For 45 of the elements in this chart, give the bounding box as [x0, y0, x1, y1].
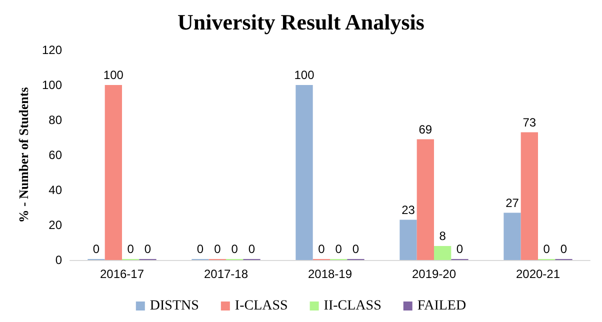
- data-label: 69: [418, 122, 432, 136]
- legend-label: DISTNS: [150, 298, 199, 314]
- y-tick-label: 80: [48, 113, 62, 127]
- chart-title: University Result Analysis: [178, 10, 425, 34]
- y-axis-title: % - Number of Students: [16, 87, 31, 223]
- y-tick-label: 100: [42, 78, 62, 92]
- bar: [400, 220, 417, 260]
- bar: [434, 246, 452, 260]
- x-tick-label: 2016-17: [100, 267, 144, 281]
- data-label: 0: [352, 242, 360, 256]
- x-tick-label: 2017-18: [204, 267, 248, 281]
- data-label: 73: [522, 115, 536, 130]
- data-label: 0: [318, 242, 326, 256]
- bar: [416, 139, 434, 260]
- x-tick-label: 2018-19: [308, 267, 352, 281]
- data-label: 100: [103, 68, 124, 82]
- bar: [504, 212, 521, 260]
- bar: [104, 85, 122, 260]
- data-label: 0: [335, 242, 342, 256]
- data-label: 0: [144, 242, 152, 256]
- legend-label: FAILED: [417, 298, 466, 314]
- data-label: 0: [196, 242, 204, 256]
- data-label: 0: [560, 242, 568, 256]
- data-label: 27: [506, 196, 520, 210]
- y-tick-label: 60: [48, 148, 62, 162]
- legend-label: I-CLASS: [234, 298, 288, 314]
- y-tick-label: 20: [48, 218, 62, 232]
- bar: [296, 85, 313, 260]
- data-label: 0: [231, 242, 238, 256]
- x-tick-label: 2019-20: [412, 267, 456, 281]
- y-tick-label: 40: [48, 183, 62, 197]
- data-label: 100: [294, 68, 315, 82]
- data-label: 0: [248, 242, 256, 256]
- data-label: 23: [402, 202, 416, 217]
- data-label: 0: [214, 242, 222, 256]
- bar: [520, 132, 538, 260]
- legend-label: II-CLASS: [324, 298, 382, 314]
- y-tick-label: 0: [55, 253, 62, 267]
- data-label: 0: [543, 242, 550, 256]
- data-label: 0: [127, 242, 134, 256]
- data-label: 0: [92, 242, 100, 256]
- data-label: 8: [439, 229, 446, 243]
- x-tick-label: 2020-21: [516, 267, 560, 281]
- y-tick-label: 120: [42, 43, 62, 57]
- data-label: 0: [456, 242, 464, 256]
